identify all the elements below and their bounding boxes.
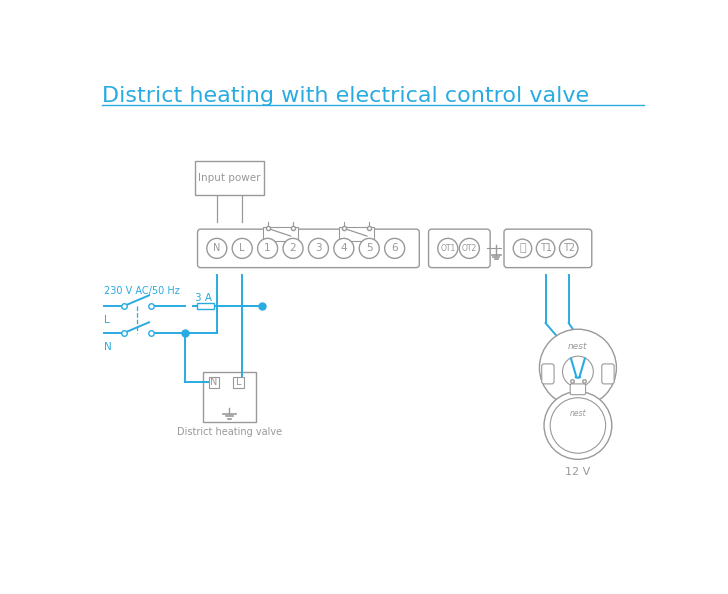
Text: District heating with electrical control valve: District heating with electrical control… xyxy=(102,86,589,106)
Text: 3: 3 xyxy=(315,244,322,254)
FancyBboxPatch shape xyxy=(339,227,374,241)
FancyBboxPatch shape xyxy=(202,372,256,422)
Text: 1: 1 xyxy=(264,244,271,254)
Text: N: N xyxy=(103,342,111,352)
Circle shape xyxy=(232,238,252,258)
Text: OT1: OT1 xyxy=(440,244,456,253)
Circle shape xyxy=(359,238,379,258)
Circle shape xyxy=(539,329,617,406)
Text: 3 A: 3 A xyxy=(195,293,213,304)
Text: T2: T2 xyxy=(563,244,574,254)
Circle shape xyxy=(309,238,328,258)
Circle shape xyxy=(537,239,555,258)
Circle shape xyxy=(334,238,354,258)
Circle shape xyxy=(559,239,578,258)
Text: OT2: OT2 xyxy=(462,244,477,253)
Circle shape xyxy=(513,239,531,258)
Circle shape xyxy=(438,238,458,258)
Text: L: L xyxy=(103,315,109,325)
Text: 230 V AC/50 Hz: 230 V AC/50 Hz xyxy=(103,286,179,296)
Text: 6: 6 xyxy=(392,244,398,254)
Circle shape xyxy=(459,238,479,258)
FancyBboxPatch shape xyxy=(209,377,219,388)
Circle shape xyxy=(384,238,405,258)
Text: T1: T1 xyxy=(539,244,552,254)
Circle shape xyxy=(207,238,227,258)
FancyBboxPatch shape xyxy=(570,384,585,394)
Text: N: N xyxy=(213,244,221,254)
Text: 5: 5 xyxy=(366,244,373,254)
Text: nest: nest xyxy=(569,409,586,418)
Text: N: N xyxy=(210,377,218,387)
FancyBboxPatch shape xyxy=(602,364,614,384)
FancyBboxPatch shape xyxy=(195,160,264,195)
FancyBboxPatch shape xyxy=(542,364,554,384)
Circle shape xyxy=(283,238,303,258)
Text: ⏚: ⏚ xyxy=(519,244,526,254)
Circle shape xyxy=(544,391,612,459)
Circle shape xyxy=(550,398,606,453)
Circle shape xyxy=(258,238,277,258)
Text: L: L xyxy=(240,244,245,254)
Text: Input power: Input power xyxy=(198,173,261,183)
FancyBboxPatch shape xyxy=(504,229,592,268)
Circle shape xyxy=(563,356,593,387)
FancyBboxPatch shape xyxy=(429,229,490,268)
Text: District heating valve: District heating valve xyxy=(177,428,282,437)
FancyBboxPatch shape xyxy=(197,303,214,309)
Text: 4: 4 xyxy=(341,244,347,254)
FancyBboxPatch shape xyxy=(263,227,298,241)
FancyBboxPatch shape xyxy=(234,377,244,388)
Text: 2: 2 xyxy=(290,244,296,254)
FancyBboxPatch shape xyxy=(197,229,419,268)
Text: 12 V: 12 V xyxy=(566,467,590,476)
Text: nest: nest xyxy=(568,342,587,350)
Text: L: L xyxy=(236,377,242,387)
